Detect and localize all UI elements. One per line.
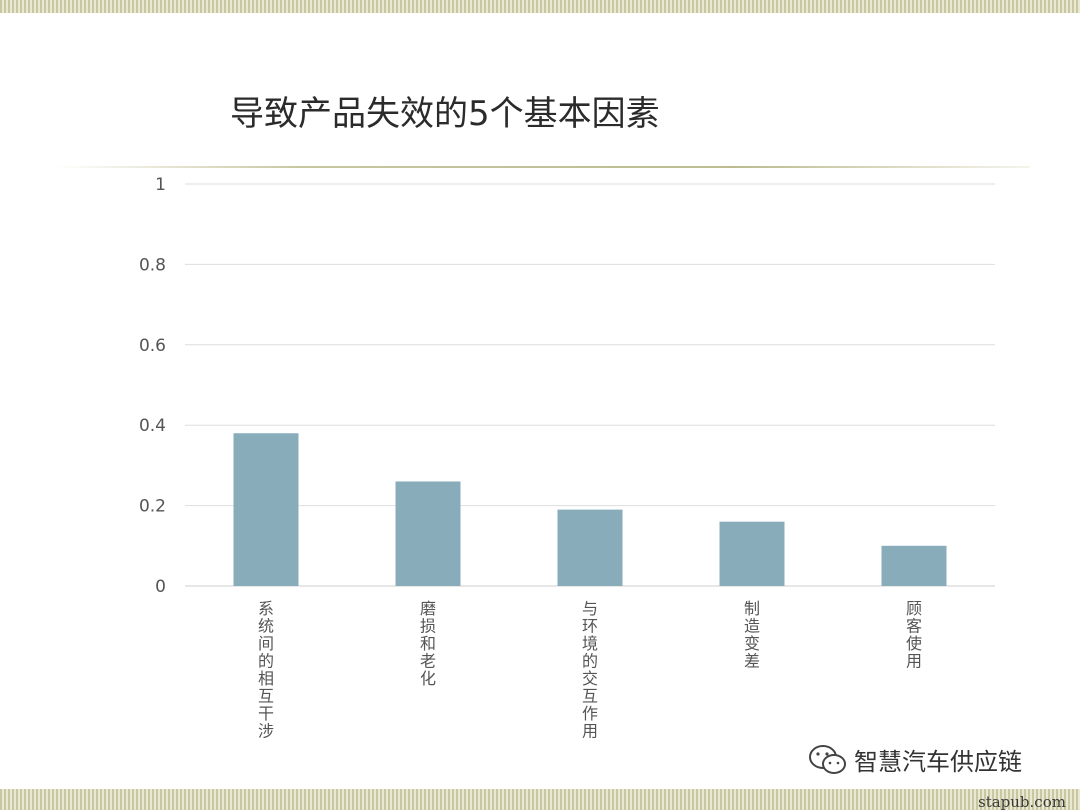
x-category-label: 磨损和老化 [420, 599, 436, 688]
title-divider [55, 166, 1030, 168]
slide-title: 导致产品失效的5个基本因素 [230, 94, 660, 134]
site-watermark: stapub.com [978, 793, 1066, 811]
top-border-stripe [0, 0, 1080, 13]
y-tick-label: 0.2 [139, 497, 166, 517]
watermark: 智慧汽车供应链 [808, 742, 1022, 777]
y-tick-label: 0.4 [139, 416, 166, 436]
bars [233, 433, 947, 586]
wechat-icon [809, 744, 846, 774]
y-tick-label: 0.6 [139, 336, 166, 356]
bar [557, 509, 623, 586]
bar [719, 521, 785, 586]
y-axis-tick-labels: 0 0.2 0.4 0.6 0.8 1 [139, 175, 166, 597]
bottom-border-stripe [0, 789, 1080, 810]
y-tick-label: 1 [155, 175, 166, 195]
bar [233, 433, 299, 586]
x-category-label: 制造变差 [744, 599, 760, 671]
y-tick-label: 0 [155, 577, 166, 597]
watermark-text: 智慧汽车供应链 [854, 748, 1022, 776]
bar [395, 481, 461, 586]
bar [881, 545, 947, 586]
x-category-label: 系统间的相互干涉 [258, 599, 274, 741]
x-category-label: 与环境的交互作用 [582, 599, 598, 741]
y-tick-label: 0.8 [139, 255, 166, 275]
x-axis-category-labels: 系统间的相互干涉 磨损和老化 与环境的交互作用 制造变差 顾客使用 [258, 599, 922, 741]
x-category-label: 顾客使用 [906, 599, 922, 671]
